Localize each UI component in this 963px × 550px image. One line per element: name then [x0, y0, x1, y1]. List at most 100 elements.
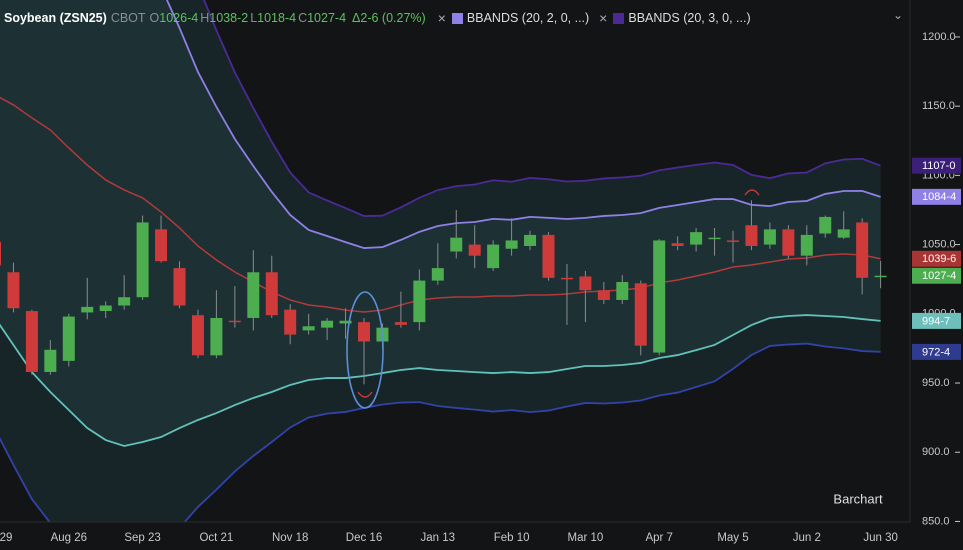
candle-body	[800, 234, 813, 256]
candle-body	[339, 320, 352, 324]
candle-body	[579, 276, 592, 291]
y-tick-label: 1150.0	[922, 100, 955, 112]
upper-band	[165, 0, 881, 249]
candle-body	[634, 283, 647, 346]
highlight-ellipse	[346, 291, 384, 409]
field-key: L	[250, 11, 258, 25]
x-tick-label: Mar 10	[568, 532, 604, 544]
price-tag-label: 972-4	[922, 346, 950, 358]
candle-body	[745, 225, 758, 246]
price-tag-label: 994-7	[922, 315, 950, 327]
lower-band	[0, 342, 881, 522]
y-tick-label: 850.0	[922, 515, 950, 527]
price-tag	[912, 250, 961, 267]
candle-body	[763, 229, 776, 245]
candle-body	[856, 222, 869, 278]
field-value: 1018-4	[257, 11, 297, 25]
field-key: O	[149, 11, 160, 25]
candle-body	[560, 277, 573, 280]
x-tick-label: Feb 10	[494, 532, 530, 544]
candle-body	[505, 240, 518, 249]
candle-body	[321, 320, 334, 328]
x-tick-label: 29	[0, 532, 12, 544]
change: Δ2-6 (0.27%)	[352, 11, 426, 25]
candle-body	[62, 316, 75, 361]
candle-body	[0, 241, 1, 266]
remove-icon[interactable]: ×	[599, 10, 608, 26]
candle-body	[542, 234, 555, 278]
candle-body	[616, 281, 629, 300]
x-tick-label: Dec 16	[346, 532, 382, 544]
price-tag	[912, 157, 961, 174]
field-value: 1027-4	[307, 11, 347, 25]
y-tick-label: 950.0	[922, 377, 950, 389]
price-tag	[912, 312, 961, 329]
candle-body	[468, 244, 481, 256]
x-tick-label: Aug 26	[51, 532, 87, 544]
y-tick-label: 1200.0	[922, 31, 956, 43]
legend-label: BBANDS (20, 2, 0, ...)	[466, 11, 590, 25]
price-tag-label: 1027-4	[922, 270, 956, 282]
price-tag-label: 1039-6	[922, 253, 956, 265]
x-tick-label: Jan 13	[421, 532, 456, 544]
x-tick-label: Sep 23	[124, 532, 160, 544]
candle-body	[653, 240, 666, 353]
candle-body	[302, 326, 315, 331]
price-tag	[912, 267, 961, 284]
candle-body	[874, 275, 887, 278]
candle-body	[81, 306, 94, 313]
field-key: H	[200, 11, 210, 25]
ohlc-fields: O1026-4 H1038-2 L1018-4 C1027-4	[150, 11, 349, 25]
candle-body	[690, 232, 703, 245]
x-tick-label: May 5	[717, 532, 748, 544]
field-value: 1026-4	[159, 11, 199, 25]
candle-body	[247, 272, 260, 318]
candle-body	[155, 229, 168, 262]
candle-body	[487, 244, 500, 269]
price-tag	[912, 188, 961, 205]
x-tick-label: Apr 7	[645, 532, 673, 544]
candle-body	[7, 272, 20, 309]
legend-label: BBANDS (20, 3, 0, ...)	[628, 11, 751, 25]
candle-body	[727, 240, 739, 242]
candle-body	[358, 322, 370, 342]
low-marker	[357, 391, 373, 398]
candle-body	[413, 280, 426, 323]
remove-icon[interactable]: ×	[437, 10, 446, 26]
header: Soybean (ZSN25) CBOT O1026-4 H1038-2 L1018…	[4, 10, 751, 26]
candle-body	[671, 243, 684, 246]
candle-body	[210, 317, 223, 356]
candle-body	[118, 297, 131, 306]
price-tag-label: 1107-0	[922, 160, 955, 172]
legend-swatch	[451, 12, 463, 24]
candle-body	[136, 222, 149, 298]
candle-body	[44, 349, 57, 372]
field-value: 1038-2	[209, 11, 249, 25]
candle-body	[524, 234, 537, 246]
middle-band	[0, 96, 881, 313]
x-tick-label: Nov 18	[272, 532, 308, 544]
candle-body	[431, 268, 444, 281]
candle-body	[597, 290, 610, 300]
high-marker	[744, 189, 760, 196]
candle-body	[191, 315, 204, 356]
x-tick-label: Oct 21	[199, 532, 233, 544]
y-tick-label: 1050.0	[922, 239, 956, 251]
candle-body	[837, 229, 850, 238]
candle-body	[708, 237, 721, 240]
candle-body	[25, 311, 38, 372]
field-key: C	[298, 11, 308, 25]
upper-band	[203, 0, 881, 217]
collapse-icon[interactable]: ⌄	[893, 8, 904, 22]
candle-body	[265, 272, 278, 316]
price-tag	[912, 343, 961, 360]
candle-body	[228, 320, 241, 323]
candle-body	[782, 229, 795, 256]
candle-body	[99, 305, 112, 312]
candle-body	[173, 268, 186, 306]
candle-body	[284, 309, 297, 335]
candle-body	[394, 322, 407, 325]
candle-body	[819, 216, 832, 234]
